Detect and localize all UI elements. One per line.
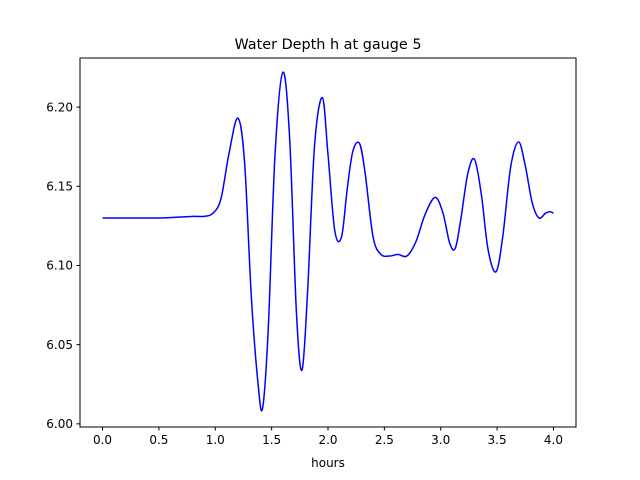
plot-area <box>102 71 554 412</box>
y-tick-label: 6.00 <box>46 417 73 431</box>
x-tick-label: 0.5 <box>149 433 168 447</box>
x-tick-label: 2.5 <box>375 433 394 447</box>
x-tick-label: 2.0 <box>318 433 337 447</box>
x-tick-label: 4.0 <box>544 433 563 447</box>
y-tick-label: 6.10 <box>46 259 73 273</box>
x-axis: 0.0 0.5 1.0 1.5 2.0 2.5 3.0 3.5 4.0 <box>93 427 563 447</box>
chart-title: Water Depth h at gauge 5 <box>234 37 421 53</box>
x-tick-label: 0.0 <box>93 433 112 447</box>
x-tick-label: 3.0 <box>431 433 450 447</box>
y-tick-label: 6.05 <box>46 338 73 352</box>
x-tick-label: 3.5 <box>488 433 507 447</box>
y-tick-label: 6.15 <box>46 179 73 193</box>
x-tick-label: 1.0 <box>206 433 225 447</box>
series-line-water-depth <box>102 71 554 412</box>
y-tick-label: 6.20 <box>46 100 73 114</box>
x-axis-label: hours <box>311 456 345 470</box>
x-tick-label: 1.5 <box>262 433 281 447</box>
y-axis: 6.00 6.05 6.10 6.15 6.20 <box>46 100 80 431</box>
